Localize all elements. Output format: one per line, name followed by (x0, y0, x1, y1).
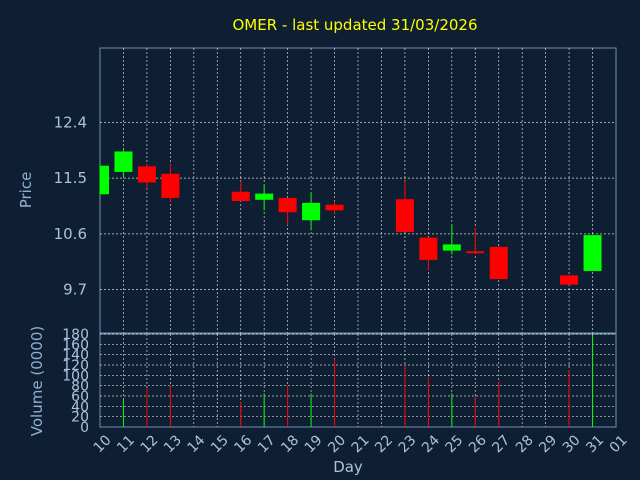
candle-20 (325, 201, 344, 214)
candle-body (100, 165, 109, 195)
x-tick-label: 24 (419, 432, 443, 456)
candle-18 (278, 197, 297, 226)
x-tick-label: 18 (278, 432, 302, 456)
candle-12 (137, 164, 156, 189)
x-axis-label: Day (333, 458, 363, 476)
x-tick-label: 15 (208, 432, 232, 456)
x-tick-label: 29 (536, 432, 560, 456)
price-ticks: 12.4 11.5 10.6 9.7 (54, 113, 87, 298)
x-tick-label: 26 (466, 432, 490, 456)
candle-16 (231, 181, 250, 202)
x-tick-label: 31 (583, 432, 607, 456)
candle-10 (99, 162, 109, 197)
candle-17 (255, 184, 274, 211)
candle-body (466, 251, 485, 254)
volume-tick-label: 120 (62, 358, 89, 374)
candle-11 (114, 150, 133, 179)
x-ticks: 10 11 12 13 14 15 16 17 18 19 20 21 22 23 24 25 26 27 28 29… (91, 432, 631, 456)
x-tick-label: 01 (607, 432, 631, 456)
price-tick-label: 11.5 (54, 169, 87, 187)
x-tick-label: 19 (302, 432, 326, 456)
candle-body (302, 202, 321, 221)
candle-24 (419, 236, 438, 270)
candle-body (278, 197, 297, 213)
x-tick-label: 25 (443, 432, 467, 456)
candle-25 (442, 225, 461, 255)
x-tick-label: 11 (114, 432, 138, 456)
x-tick-label: 30 (560, 432, 584, 456)
x-tick-label: 16 (231, 432, 255, 456)
volume-tick-label: 40 (71, 399, 89, 415)
candles (99, 150, 602, 285)
volume-grid (99, 333, 617, 428)
candle-body (583, 235, 602, 272)
candle-body (231, 191, 250, 202)
x-tick-label: 12 (138, 432, 162, 456)
price-tick-label: 12.4 (54, 113, 87, 131)
volume-tick-label: 160 (62, 337, 89, 353)
candle-27 (489, 246, 508, 280)
candle-body (255, 193, 274, 200)
volume-tick-label: 0 (80, 420, 89, 436)
volume-tick-label: 100 (62, 368, 89, 384)
candle-30 (560, 275, 579, 285)
price-axis-label: Price (17, 172, 35, 209)
candle-19 (302, 192, 321, 231)
candle-23 (395, 181, 414, 233)
candle-body (325, 204, 344, 211)
candle-body (395, 199, 414, 233)
x-tick-label: 10 (91, 432, 115, 456)
x-tick-label: 17 (255, 432, 279, 456)
volume-tick-label: 180 (62, 327, 89, 343)
candle-body (489, 246, 508, 280)
candle-body (442, 244, 461, 251)
price-tick-label: 9.7 (63, 281, 87, 299)
candle-body (560, 275, 579, 285)
volume-axis-label: Volume (0000) (28, 326, 46, 436)
x-tick-label: 14 (185, 432, 209, 456)
candle-body (114, 151, 133, 172)
x-tick-label: 22 (372, 432, 396, 456)
price-grid (99, 47, 617, 334)
volume-tick-label: 20 (71, 410, 89, 426)
candle-body (137, 166, 156, 183)
candle-13 (161, 163, 180, 202)
chart-title: OMER - last updated 31/03/2026 (232, 16, 477, 34)
candle-31 (583, 235, 602, 272)
x-tick-label: 13 (161, 432, 185, 456)
x-tick-label: 20 (325, 432, 349, 456)
volume-tick-label: 60 (71, 389, 89, 405)
candle-body (419, 237, 438, 260)
volume-bars (122, 335, 594, 427)
volume-tick-label: 140 (62, 348, 89, 364)
x-tick-label: 21 (349, 432, 373, 456)
x-tick-label: 27 (489, 432, 513, 456)
candle-body (161, 173, 180, 198)
volume-tick-label: 80 (71, 379, 89, 395)
x-tick-label: 23 (396, 432, 420, 456)
x-tick-label: 28 (513, 432, 537, 456)
price-tick-label: 10.6 (54, 225, 87, 243)
candle-26 (466, 227, 485, 254)
